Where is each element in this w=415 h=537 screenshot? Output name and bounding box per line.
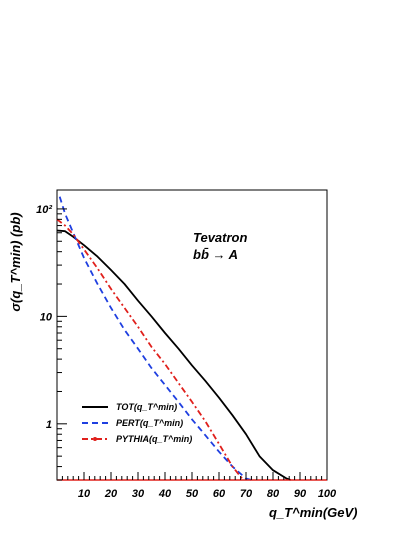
- legend-label-pythia: PYTHIA(q_T^min): [116, 434, 192, 444]
- x-tick-label: 90: [294, 488, 307, 500]
- x-axis-title: q_T^min(GeV): [269, 505, 358, 520]
- series-line-0: [56, 229, 291, 481]
- x-tick-label: 20: [104, 488, 118, 500]
- annotation-line-2: bb̄ → A: [193, 247, 238, 262]
- legend: TOT(q_T^min) PERT(q_T^min) PYTHIA(q_T^mi…: [82, 402, 192, 444]
- series-line-1: [58, 196, 252, 481]
- x-tick-label: 50: [186, 488, 199, 500]
- legend-label-pert: PERT(q_T^min): [116, 418, 183, 428]
- x-tick-label: 10: [78, 488, 91, 500]
- legend-label-tot: TOT(q_T^min): [116, 402, 177, 412]
- x-tick-label: 60: [213, 488, 226, 500]
- x-tick-label: 70: [240, 488, 253, 500]
- x-tick-label: 40: [158, 488, 172, 500]
- series-line-2: [56, 218, 245, 481]
- y-axis-title: σ(q_T^min) (pb): [8, 212, 23, 311]
- annotation-line-1: Tevatron: [193, 230, 247, 245]
- legend-marker-pythia: [93, 437, 97, 441]
- y-tick-label: 1: [46, 419, 52, 431]
- x-tick-label: 100: [318, 488, 337, 500]
- y-tick-label: 10²: [36, 204, 52, 216]
- x-tick-label: 30: [132, 488, 145, 500]
- y-tick-label: 10: [40, 311, 53, 323]
- x-tick-label: 80: [267, 488, 280, 500]
